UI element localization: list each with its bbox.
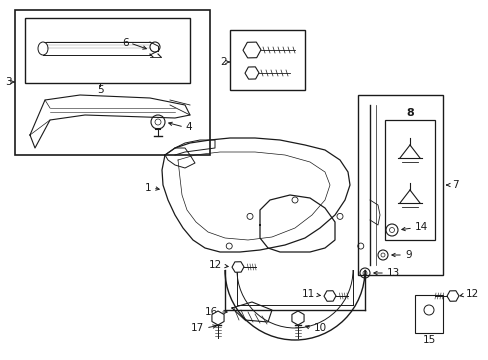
Bar	[25, 18, 190, 83]
Text: 1: 1	[144, 183, 151, 193]
Text: 17: 17	[190, 323, 203, 333]
Text: 15: 15	[422, 335, 435, 345]
Bar	[229, 30, 305, 90]
Bar	[15, 10, 209, 155]
Text: 9: 9	[404, 250, 411, 260]
Text: 12: 12	[208, 260, 222, 270]
Bar	[414, 295, 442, 333]
Text: 4: 4	[184, 122, 191, 132]
Text: 2: 2	[220, 57, 227, 67]
Text: 7: 7	[451, 180, 458, 190]
Text: 12: 12	[465, 289, 478, 299]
Text: 11: 11	[301, 289, 314, 299]
Text: 6: 6	[122, 38, 129, 48]
Ellipse shape	[38, 42, 48, 55]
Bar	[384, 120, 434, 240]
Text: 10: 10	[313, 323, 326, 333]
Text: 13: 13	[386, 268, 400, 278]
Text: 8: 8	[406, 108, 413, 118]
Text: 5: 5	[97, 85, 103, 95]
Text: 14: 14	[414, 222, 427, 232]
Text: 16: 16	[204, 307, 218, 317]
Text: 3: 3	[5, 77, 11, 87]
Bar	[357, 95, 442, 275]
